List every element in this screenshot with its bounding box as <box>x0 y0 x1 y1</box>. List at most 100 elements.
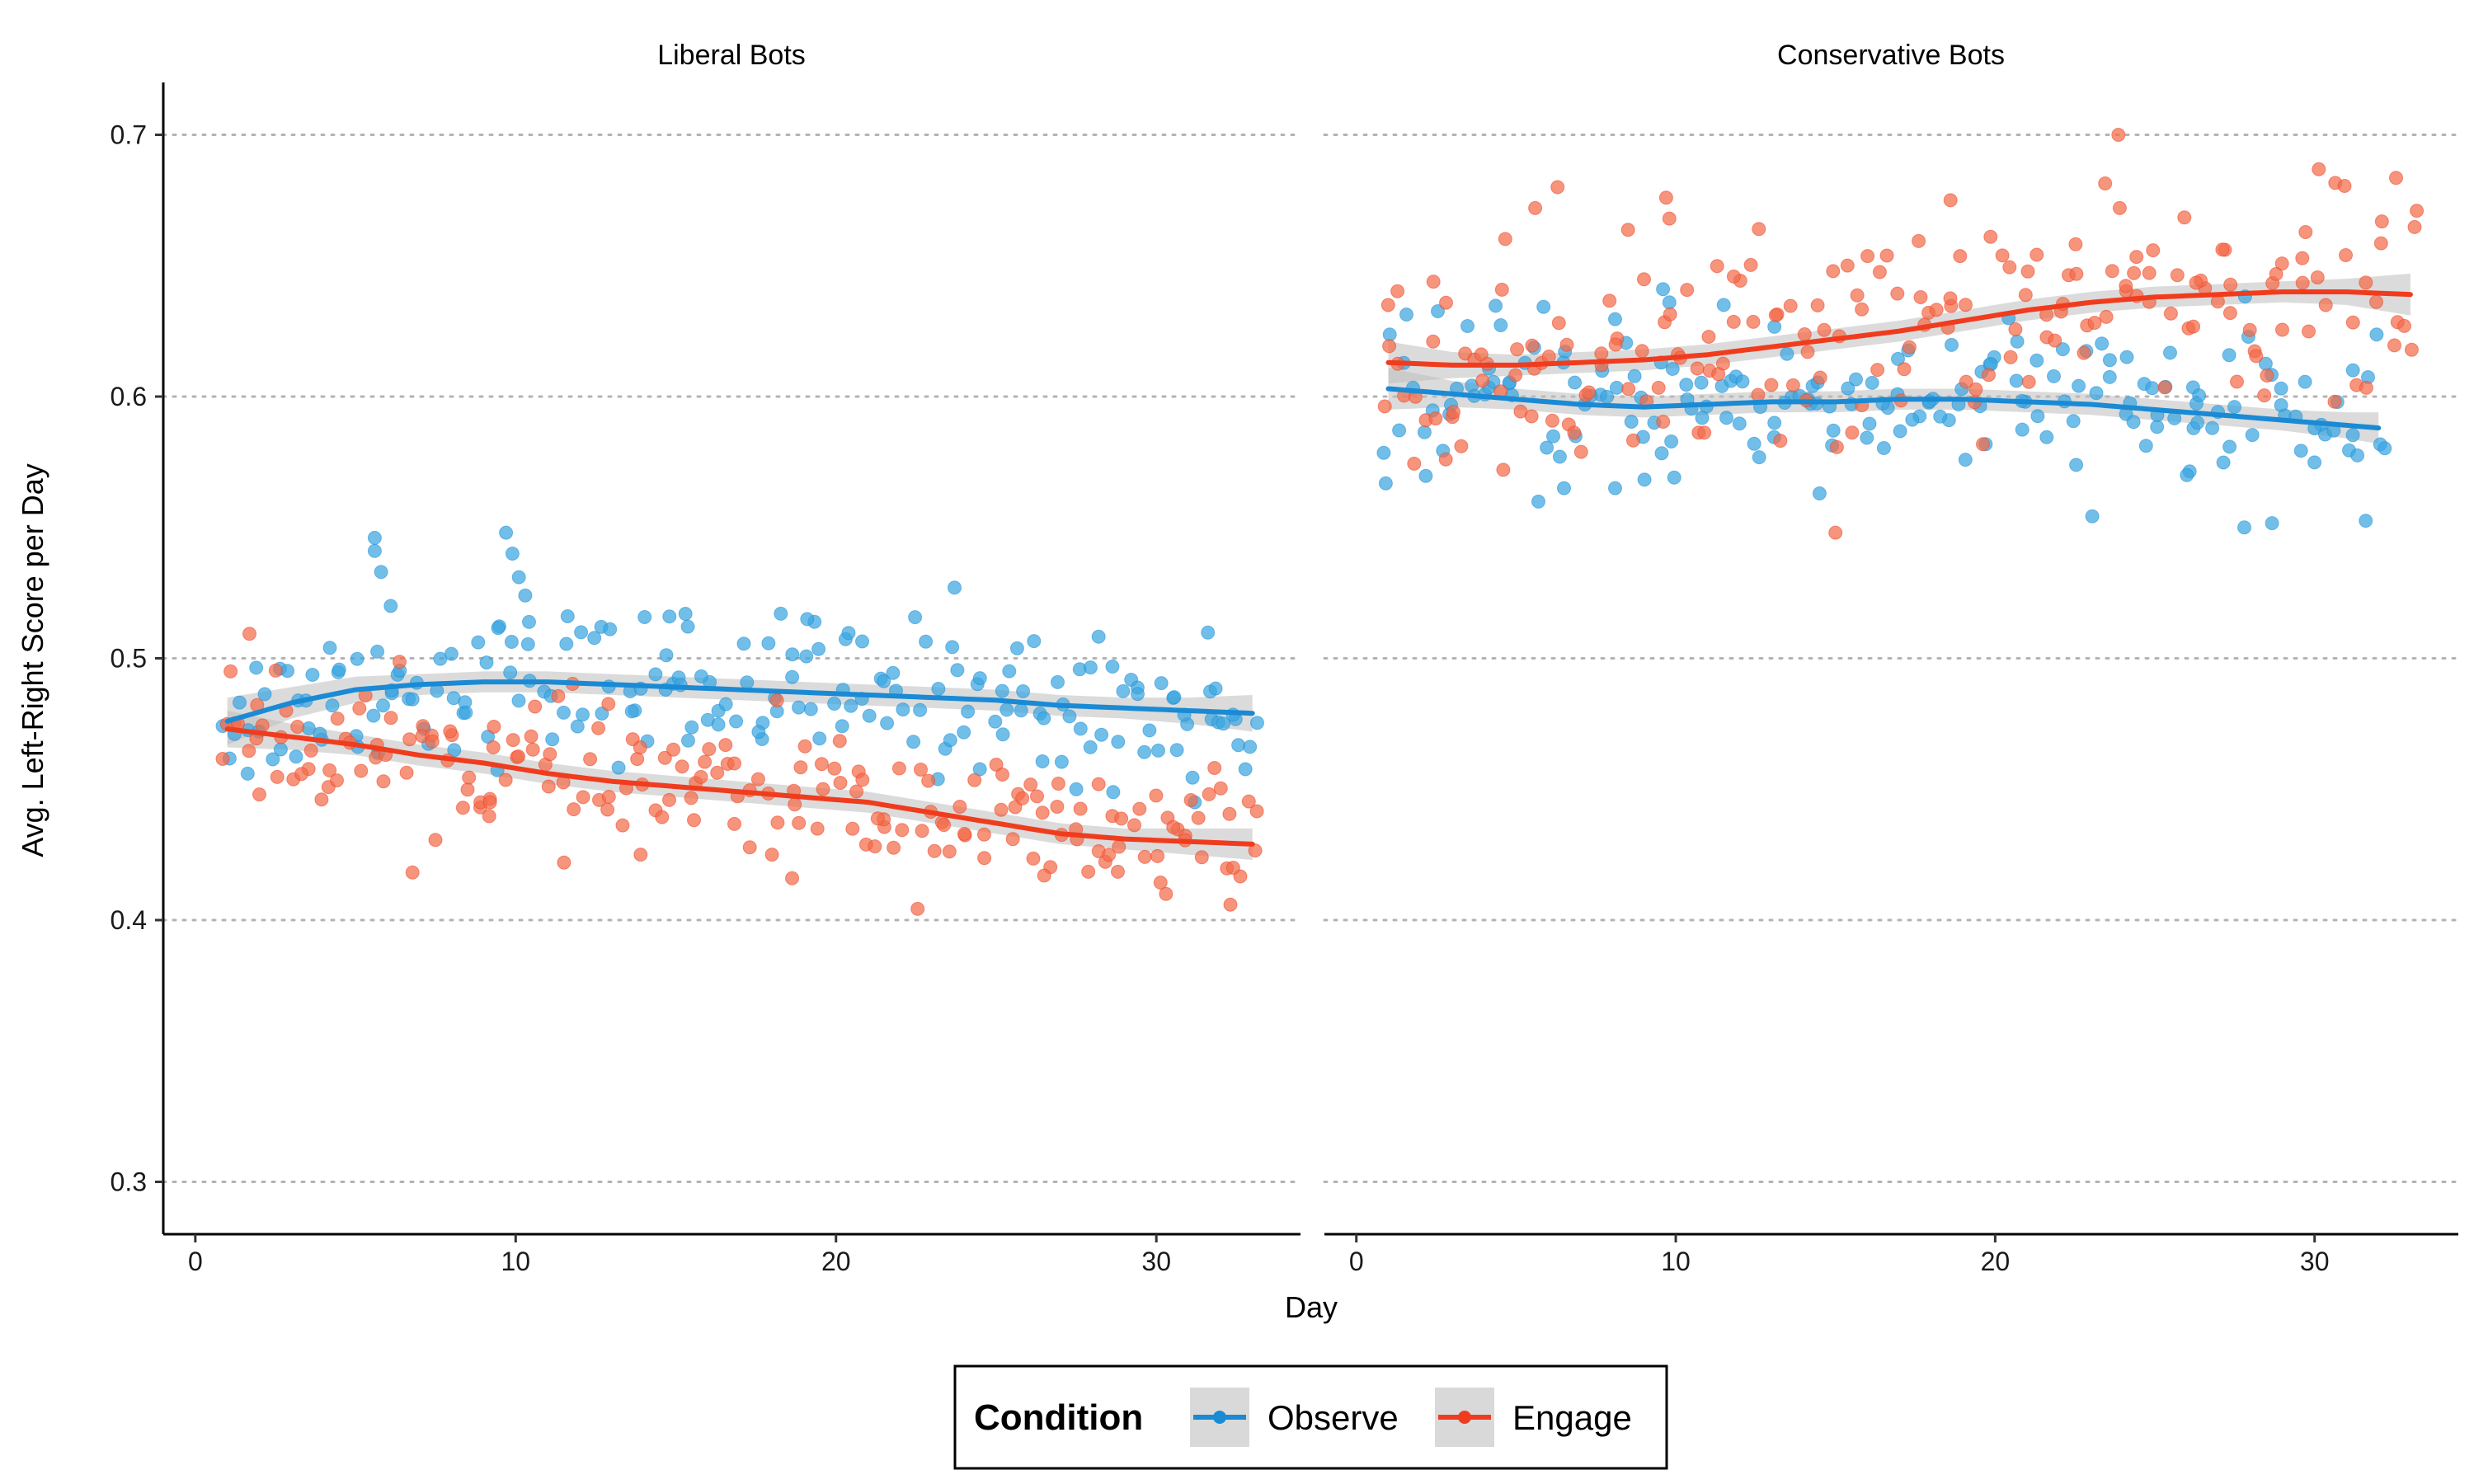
point-engage <box>2269 266 2284 281</box>
point-observe <box>2009 373 2024 388</box>
point-observe <box>2350 448 2365 463</box>
point-engage <box>1860 249 1875 264</box>
point-engage <box>2127 265 2142 280</box>
point-observe <box>2102 369 2117 384</box>
point-engage <box>1050 800 1065 814</box>
point-observe <box>257 687 272 702</box>
trend-line-observe <box>1385 386 2382 431</box>
point-engage <box>242 627 256 641</box>
point-engage <box>252 787 266 802</box>
point-observe <box>792 700 806 715</box>
point-engage <box>1510 342 1525 357</box>
point-engage <box>2298 225 2313 239</box>
point-observe <box>2145 381 2160 396</box>
point-observe <box>2030 353 2044 368</box>
point-engage <box>1845 425 1860 440</box>
point-observe <box>1716 298 1731 312</box>
point-observe <box>1656 282 1671 297</box>
point-engage <box>1166 819 1181 834</box>
point-observe <box>886 665 901 680</box>
point-engage <box>2404 342 2419 357</box>
point-engage <box>2087 316 2102 330</box>
point-observe <box>1767 416 1782 430</box>
point-engage <box>995 768 1009 782</box>
point-observe <box>1142 723 1157 738</box>
point-observe <box>1091 629 1106 644</box>
point-engage <box>1508 368 1523 383</box>
point-observe <box>374 565 388 580</box>
point-observe <box>1027 634 1042 649</box>
point-engage <box>215 752 230 766</box>
point-observe <box>2222 439 2237 454</box>
x-tick-label: 30 <box>2300 1247 2330 1276</box>
point-observe <box>1732 416 1747 431</box>
point-observe <box>827 697 842 711</box>
point-engage <box>1183 793 1198 807</box>
point-observe <box>1392 423 1407 438</box>
point-engage <box>1680 283 1695 298</box>
point-observe <box>681 733 695 748</box>
point-engage <box>1662 211 1677 226</box>
point-observe <box>2307 455 2322 470</box>
panel-title-left: Liberal Bots <box>657 40 806 71</box>
point-observe <box>1557 481 1571 495</box>
point-engage <box>2374 214 2389 229</box>
point-observe <box>1216 716 1230 731</box>
point-observe <box>1531 494 1545 509</box>
point-engage <box>268 663 283 678</box>
point-engage <box>1711 367 1726 382</box>
point-observe <box>289 749 303 764</box>
point-engage <box>1897 362 1912 377</box>
point-engage <box>849 784 864 799</box>
point-engage <box>1030 789 1044 804</box>
point-engage <box>1015 791 1030 805</box>
point-engage <box>1428 411 1443 426</box>
point-observe <box>2227 400 2241 415</box>
point-engage <box>2230 374 2244 389</box>
point-engage <box>1446 405 1460 420</box>
axes-layer: 0.3 0.4 0.5 0.6 0.7 0 10 20 30 0 10 20 30 <box>111 82 2458 1276</box>
point-observe <box>1552 449 1567 464</box>
point-observe <box>1094 727 1109 742</box>
point-engage <box>657 750 672 765</box>
point-observe <box>249 660 264 675</box>
point-observe <box>961 704 976 719</box>
point-observe <box>1608 312 1622 326</box>
point-observe <box>1637 472 1652 487</box>
point-engage <box>576 790 590 805</box>
point-observe <box>1826 423 1841 438</box>
point-engage <box>1525 338 1540 353</box>
point-observe <box>972 671 987 686</box>
point-engage <box>915 824 929 838</box>
point-observe <box>522 614 536 629</box>
point-observe <box>2010 334 2025 349</box>
point-observe <box>1154 676 1169 691</box>
point-observe <box>2378 441 2392 456</box>
point-observe <box>1662 295 1677 310</box>
point-observe <box>367 530 382 545</box>
point-engage <box>330 773 344 788</box>
point-observe <box>2369 327 2384 342</box>
point-engage <box>2112 200 2127 215</box>
point-observe <box>1664 434 1679 448</box>
point-engage <box>1494 282 1509 297</box>
point-engage <box>1426 334 1441 349</box>
point-observe <box>2222 348 2236 363</box>
point-engage <box>1701 330 1716 344</box>
trend-line-observe <box>224 679 1255 724</box>
point-engage <box>816 782 830 796</box>
point-engage <box>290 720 305 734</box>
point-engage <box>354 763 369 778</box>
point-observe <box>1933 409 1948 424</box>
trend-line-engage <box>1385 289 2413 368</box>
point-observe <box>2237 520 2251 535</box>
point-engage <box>528 699 543 714</box>
point-observe <box>587 631 602 646</box>
point-engage <box>2242 322 2257 337</box>
point-engage <box>921 773 936 788</box>
point-engage <box>698 754 713 769</box>
point-engage <box>1621 382 1636 397</box>
point-engage <box>482 809 496 824</box>
point-engage <box>967 773 982 787</box>
point-observe <box>1536 299 1551 314</box>
